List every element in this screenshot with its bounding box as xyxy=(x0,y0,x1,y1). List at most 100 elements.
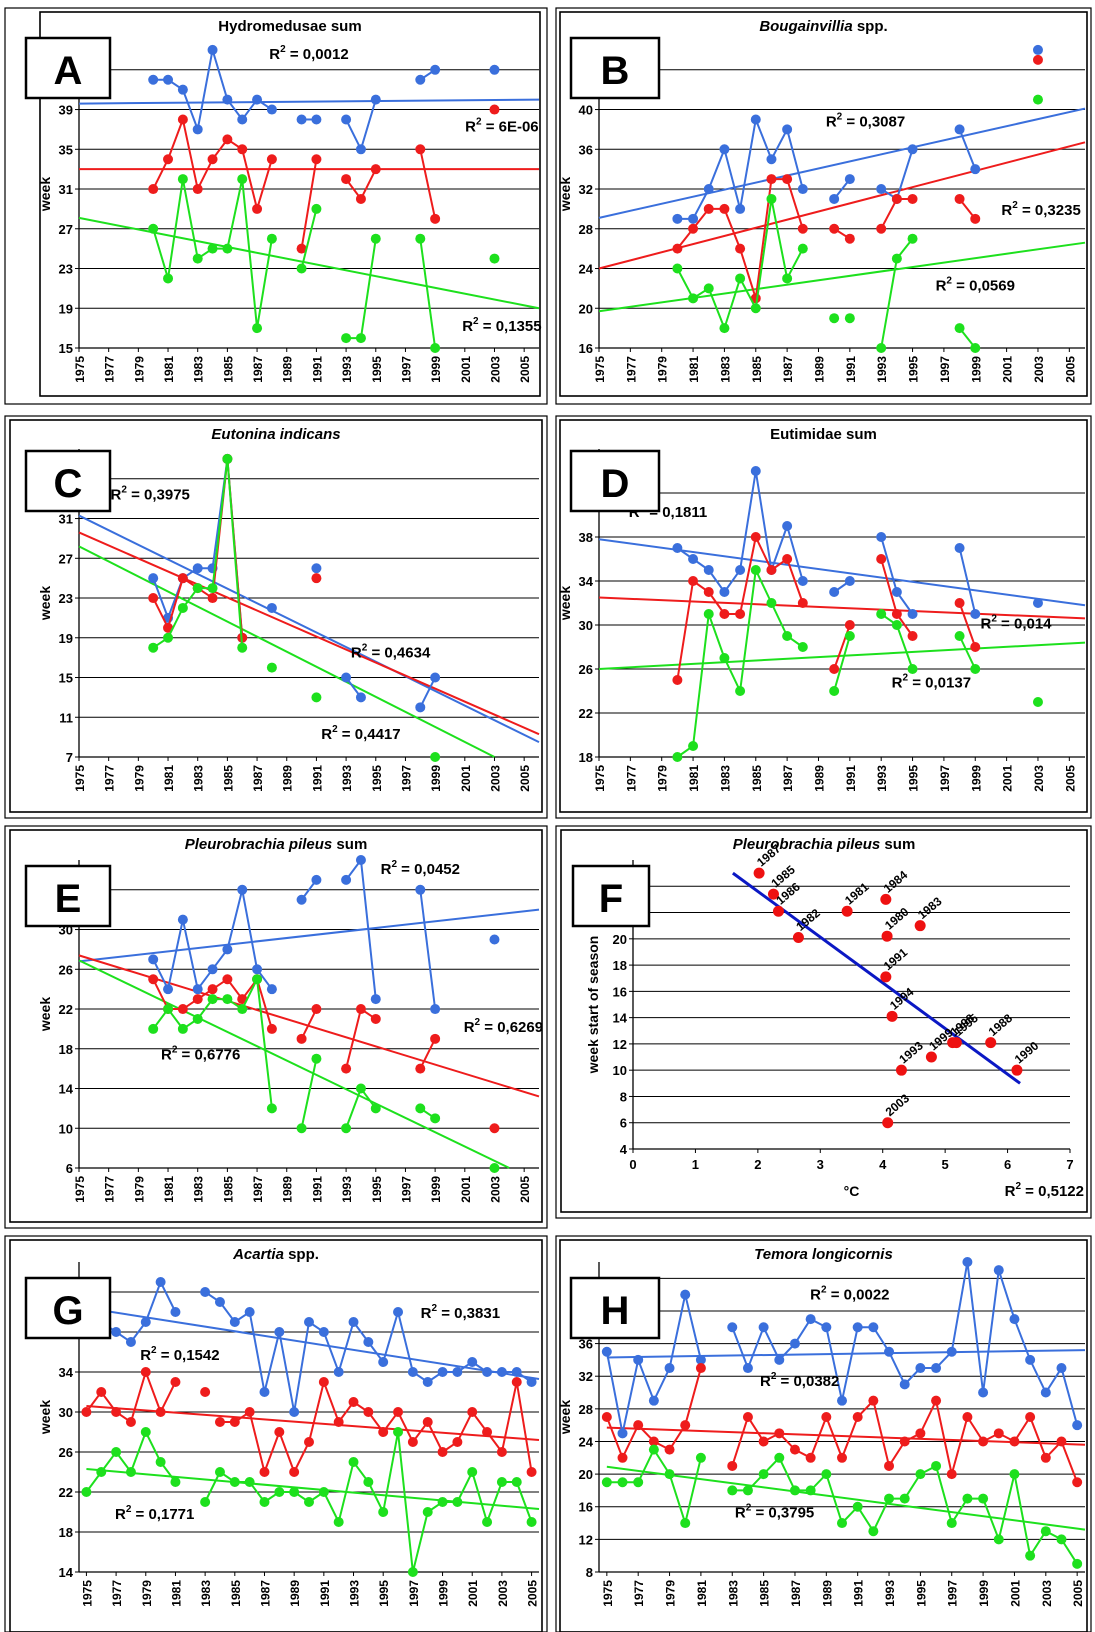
data-point-green xyxy=(259,1497,270,1507)
x-tick-label: 2005 xyxy=(526,1580,540,1607)
data-point-red xyxy=(946,1469,957,1480)
y-tick-label: 20 xyxy=(579,1467,593,1482)
data-point-blue xyxy=(719,144,730,155)
data-point-red xyxy=(304,1437,314,1447)
data-point-green xyxy=(318,1487,329,1497)
x-tick-label: 1995 xyxy=(377,1580,391,1607)
data-point-blue xyxy=(782,124,793,135)
x-tick-label: 1999 xyxy=(969,765,983,792)
data-point-blue xyxy=(237,884,248,895)
data-point-green xyxy=(789,1485,800,1496)
data-point xyxy=(880,971,892,983)
data-point-red xyxy=(868,1395,879,1406)
data-point-green xyxy=(229,1477,240,1487)
series-line-green xyxy=(300,1058,318,1129)
x-tick-label: 2005 xyxy=(1071,1580,1085,1607)
data-point-blue xyxy=(526,1377,537,1387)
data-point-red xyxy=(719,609,730,619)
data-point xyxy=(895,1064,907,1076)
y-tick-label: 28 xyxy=(579,222,593,237)
data-point-red xyxy=(526,1467,537,1477)
data-point-blue xyxy=(601,1346,612,1357)
x-tick-label: 1997 xyxy=(946,1580,960,1607)
x-tick-label: 1993 xyxy=(348,1580,362,1607)
data-point-red xyxy=(1025,1412,1036,1422)
x-tick-label: 1979 xyxy=(140,1580,154,1607)
data-point-green xyxy=(341,1123,352,1134)
x-tick-label: 1987 xyxy=(251,1176,265,1203)
data-point-green xyxy=(140,1427,151,1437)
data-point-blue xyxy=(274,1327,285,1337)
data-point-green xyxy=(81,1487,92,1497)
data-point-blue xyxy=(363,1337,374,1347)
data-point-red xyxy=(177,114,188,125)
y-tick-label: 23 xyxy=(59,591,73,606)
data-point-red xyxy=(837,1452,847,1463)
data-point-blue xyxy=(829,193,840,204)
data-point-green xyxy=(774,1452,785,1463)
data-point-blue xyxy=(758,1322,769,1333)
data-point-blue xyxy=(311,874,322,885)
y-tick-label: 24 xyxy=(579,1434,594,1449)
data-point-red xyxy=(719,203,730,214)
y-tick-label: 6 xyxy=(620,1116,627,1131)
data-point-red xyxy=(378,1427,389,1437)
x-tick-label: 1997 xyxy=(399,765,413,792)
data-point-green xyxy=(1009,1469,1020,1480)
data-point-red xyxy=(1009,1436,1020,1447)
y-tick-label: 14 xyxy=(59,1565,74,1580)
data-point-blue xyxy=(348,1317,359,1327)
y-axis-label: week xyxy=(557,586,573,621)
data-point-green xyxy=(970,664,981,674)
data-point-red xyxy=(633,1420,644,1431)
r-squared-label: R2 = 0,4417 xyxy=(321,724,400,743)
data-point-red xyxy=(1032,54,1043,65)
data-point-green xyxy=(266,233,277,244)
x-tick-label: 1999 xyxy=(429,1176,443,1203)
x-tick-label: 1995 xyxy=(370,765,384,792)
x-axis-label: °C xyxy=(844,1183,860,1199)
data-point-red xyxy=(252,203,263,214)
data-point-red xyxy=(341,174,352,185)
r-squared-label: R2 = 0,014 xyxy=(980,613,1052,632)
x-tick-label: 1991 xyxy=(844,765,858,792)
data-point-red xyxy=(437,1447,448,1457)
x-tick-label: 1983 xyxy=(192,1176,206,1203)
data-point-green xyxy=(993,1534,1004,1545)
data-point-red xyxy=(1056,1436,1067,1447)
data-point-red xyxy=(970,213,981,224)
data-point-green xyxy=(148,223,159,234)
x-tick-label: 1985 xyxy=(229,1580,243,1607)
x-tick-label: 1995 xyxy=(907,765,921,792)
data-point-blue xyxy=(163,984,174,995)
x-tick-label: 2003 xyxy=(488,1176,502,1203)
data-point-green xyxy=(954,631,965,641)
data-point-blue xyxy=(907,609,918,619)
y-tick-label: 34 xyxy=(579,574,594,589)
data-point-green xyxy=(289,1487,300,1497)
data-point-red xyxy=(899,1436,910,1447)
x-tick-label: 1993 xyxy=(340,356,354,383)
x-tick-label: 1981 xyxy=(162,765,176,792)
panel-letter-box xyxy=(24,864,112,928)
x-tick-label: 1999 xyxy=(437,1580,451,1607)
y-tick-label: 31 xyxy=(59,182,73,197)
data-point-blue xyxy=(633,1354,644,1365)
data-point-red xyxy=(672,243,683,254)
x-tick-label: 2005 xyxy=(518,1176,532,1203)
data-point-blue xyxy=(719,587,730,597)
data-point-blue xyxy=(311,563,322,574)
data-point-green xyxy=(680,1518,691,1529)
data-point-green xyxy=(876,343,887,353)
data-point-green xyxy=(192,1013,203,1024)
data-point-green xyxy=(437,1497,448,1507)
y-tick-label: 32 xyxy=(579,182,593,197)
chart-panel-g: Acartia spp.14182226303438week1975197719… xyxy=(4,1235,548,1632)
data-point-blue xyxy=(962,1257,973,1267)
x-tick-label: 1979 xyxy=(664,1580,678,1607)
trend-line-blue xyxy=(78,908,540,963)
data-point-red xyxy=(192,184,203,195)
data-point-green xyxy=(348,1457,359,1467)
data-point-green xyxy=(430,1113,441,1124)
data-point-blue xyxy=(954,124,965,135)
